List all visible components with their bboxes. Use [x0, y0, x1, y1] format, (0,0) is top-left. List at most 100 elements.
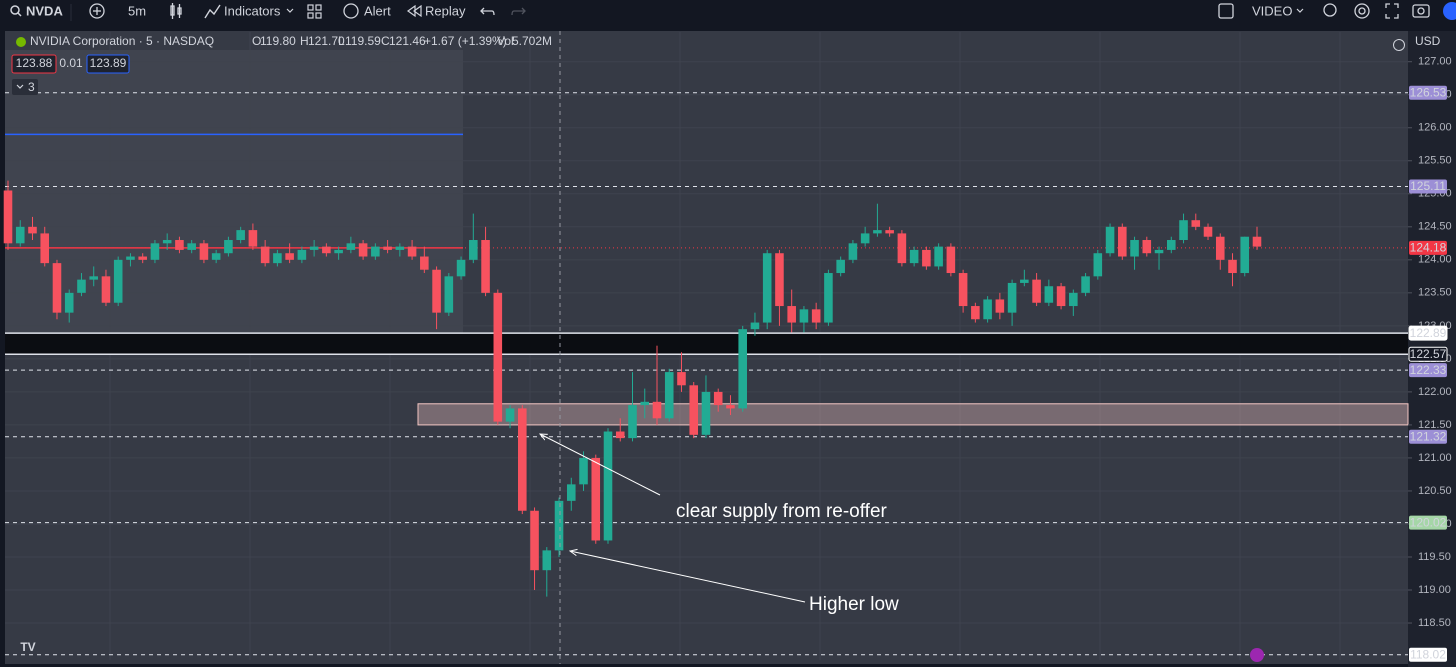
price-label-box	[1409, 363, 1447, 378]
toolbar	[0, 0, 1456, 25]
indicator-box[interactable]	[12, 79, 38, 95]
profile-button[interactable]	[1443, 2, 1456, 20]
compare-button[interactable]	[89, 3, 105, 19]
candle-body	[530, 510, 539, 571]
candle-body	[1203, 226, 1213, 237]
candle-body	[285, 253, 294, 260]
indicators-button[interactable]: Indicators	[204, 3, 294, 18]
legend-value: 5.702M	[512, 34, 552, 48]
candle-body	[860, 233, 870, 244]
candle-body	[64, 292, 74, 313]
ask-box[interactable]	[86, 54, 130, 74]
indicators-label[interactable]: Indicators	[224, 3, 281, 18]
legend-key: H	[300, 34, 309, 48]
candle-body	[1154, 249, 1164, 254]
candle-body	[603, 431, 613, 541]
replay-label[interactable]: Replay	[425, 3, 466, 18]
candle-body	[1191, 220, 1201, 227]
alert-button[interactable]: Alert	[343, 3, 391, 19]
price-label-box	[1409, 647, 1447, 662]
settings-icon	[1358, 7, 1366, 15]
candle-body	[3, 190, 13, 244]
candle-body	[1118, 226, 1127, 257]
price-label: 121.32	[1410, 429, 1447, 443]
candle-body	[322, 246, 331, 254]
currency[interactable]: USD	[1415, 34, 1441, 48]
candle-body	[787, 306, 796, 323]
candle-body	[689, 385, 699, 435]
candle-body	[946, 246, 956, 274]
alert-label[interactable]: Alert	[364, 3, 391, 18]
undo-button[interactable]	[480, 7, 495, 16]
y-tick-label: 119.00	[1418, 584, 1451, 596]
candle-body	[726, 405, 735, 409]
snapshot-icon	[1417, 7, 1425, 15]
bid-box[interactable]	[11, 54, 57, 74]
candle-body	[469, 240, 478, 260]
quick-search[interactable]	[1323, 3, 1337, 17]
legend-key: O	[252, 34, 261, 48]
spread: 0.01	[59, 56, 83, 70]
add-price-button[interactable]	[1393, 39, 1405, 51]
candle-body	[15, 226, 25, 244]
candle-body	[481, 240, 490, 293]
annotation-arrow	[570, 551, 806, 603]
candle-body	[566, 484, 576, 501]
candle-body	[934, 246, 943, 267]
legend-key: L	[338, 34, 345, 48]
event-icon[interactable]	[1250, 648, 1264, 662]
price-label-box	[1409, 85, 1447, 100]
candle-body	[664, 372, 674, 419]
candle-body	[101, 276, 111, 303]
legend-change: +1.67 (+1.39%)	[424, 34, 507, 48]
redo-button[interactable]	[511, 7, 526, 16]
candle-body	[958, 273, 968, 307]
candle-body	[640, 401, 650, 406]
replay-button[interactable]: Replay	[406, 3, 466, 18]
indicator-toggle[interactable]: 3	[12, 79, 38, 95]
candle-body	[762, 253, 772, 323]
layout-toggle[interactable]	[1218, 3, 1234, 19]
candle-body	[358, 243, 368, 257]
price-label: 118.02	[1410, 647, 1446, 661]
candle-body	[836, 259, 845, 274]
candle-body	[1020, 279, 1029, 283]
candle-body	[824, 273, 833, 323]
legend-value: 119.80	[260, 34, 296, 48]
candle-body	[909, 249, 919, 264]
candle-body	[40, 233, 50, 264]
settings-button[interactable]	[1354, 3, 1370, 19]
layout-menu[interactable]	[1296, 8, 1304, 13]
candle-body	[211, 253, 221, 260]
price-label: 124.18	[1410, 241, 1447, 255]
interval[interactable]: 5m	[128, 3, 146, 18]
candle-body	[138, 256, 147, 260]
candle-body	[77, 279, 86, 293]
symbol[interactable]: NVDA	[26, 3, 63, 18]
candle-body	[199, 243, 209, 260]
layouts-button[interactable]	[307, 4, 322, 19]
y-tick-label: 125.50	[1418, 155, 1452, 167]
layout-name[interactable]: VIDEO	[1252, 3, 1292, 18]
symbol-search[interactable]: NVDA	[10, 3, 63, 18]
quote-panel[interactable]: 123.88 0.01 123.89	[11, 54, 130, 74]
indicator-count[interactable]: 3	[28, 80, 35, 94]
legend: NVIDIA Corporation · 5 · NASDAQ O 119.80…	[16, 34, 552, 48]
bid[interactable]: 123.88	[16, 56, 53, 70]
legend-key: Vol	[497, 34, 514, 48]
candle-body	[444, 276, 454, 313]
chart-type-button[interactable]	[170, 3, 182, 19]
snapshot-button[interactable]	[1412, 4, 1430, 18]
candle-body	[432, 269, 441, 313]
candle-body	[922, 249, 931, 267]
y-tick-label: 123.50	[1418, 287, 1452, 299]
candle-body	[579, 457, 588, 485]
fullscreen-button[interactable]	[1385, 3, 1399, 19]
candle-body	[995, 299, 1005, 313]
y-tick-label: 122.00	[1418, 386, 1452, 398]
candle-body	[677, 372, 686, 386]
ask[interactable]: 123.89	[90, 56, 127, 70]
legend-value: 121.70	[308, 34, 345, 48]
y-tick-label: 119.50	[1418, 551, 1451, 563]
